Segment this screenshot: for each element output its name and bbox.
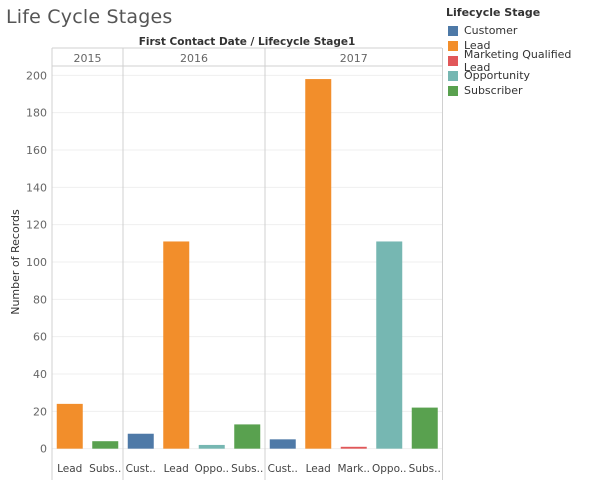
- y-tick-label: 180: [26, 107, 47, 120]
- chart-title: Life Cycle Stages: [6, 6, 173, 28]
- bar-subscriber[interactable]: [411, 407, 438, 449]
- y-tick-label: 100: [26, 256, 47, 269]
- year-label: 2017: [340, 52, 368, 65]
- year-label: 2015: [74, 52, 102, 65]
- bar-marketing-qualified-lead[interactable]: [340, 446, 367, 449]
- header-title: First Contact Date / Lifecycle Stage1: [139, 36, 356, 48]
- y-tick-label: 40: [33, 368, 47, 381]
- legend-swatch: [448, 40, 458, 51]
- y-tick-label: 200: [26, 69, 47, 82]
- legend-label: Customer: [464, 24, 518, 37]
- bar-lead[interactable]: [56, 403, 83, 449]
- legend: Lifecycle Stage Customer Lead Marketing Qu…: [446, 6, 600, 98]
- x-tick-label: Subs..: [409, 463, 441, 475]
- y-tick-label: 160: [26, 144, 47, 157]
- legend-swatch: [448, 70, 458, 81]
- y-tick-label: 80: [33, 293, 47, 306]
- bar-lead[interactable]: [305, 79, 332, 449]
- year-label: 2016: [180, 52, 208, 65]
- x-tick-label: Cust..: [126, 463, 156, 475]
- x-tick-label: Oppo..: [194, 463, 229, 475]
- y-tick-label: 0: [40, 443, 47, 456]
- y-tick-label: 60: [33, 331, 47, 344]
- bar-opportunity[interactable]: [376, 241, 403, 449]
- legend-item[interactable]: Marketing Qualified Lead: [446, 48, 600, 74]
- x-tick-label: Oppo..: [372, 463, 407, 475]
- x-tick-label: Mark..: [337, 463, 370, 475]
- bar-customer[interactable]: [127, 433, 154, 449]
- x-tick-label: Subs..: [89, 463, 121, 475]
- legend-swatch: [448, 25, 458, 36]
- legend-label: Subscriber: [464, 84, 523, 97]
- bar-lead[interactable]: [163, 241, 190, 449]
- bar-subscriber[interactable]: [92, 441, 119, 449]
- bar-opportunity[interactable]: [198, 444, 225, 449]
- legend-swatch: [448, 85, 458, 96]
- y-tick-label: 140: [26, 181, 47, 194]
- legend-item[interactable]: Customer: [446, 23, 600, 38]
- bar-subscriber[interactable]: [234, 424, 261, 449]
- y-tick-label: 120: [26, 219, 47, 232]
- legend-items: Customer Lead Marketing Qualified Lead Oppo…: [446, 23, 600, 98]
- x-tick-label: Lead: [306, 463, 331, 475]
- legend-item[interactable]: Opportunity: [446, 68, 600, 83]
- legend-item[interactable]: Lead: [446, 38, 600, 53]
- x-tick-label: Subs..: [231, 463, 263, 475]
- legend-label: Lead: [464, 39, 491, 52]
- x-tick-label: Lead: [164, 463, 189, 475]
- x-tick-label: Cust..: [268, 463, 298, 475]
- legend-item[interactable]: Subscriber: [446, 83, 600, 98]
- legend-label: Marketing Qualified Lead: [463, 47, 572, 74]
- y-tick-label: 20: [33, 405, 47, 418]
- y-axis-label: Number of Records: [9, 209, 22, 315]
- legend-label: Opportunity: [464, 69, 531, 82]
- legend-swatch: [448, 55, 458, 66]
- bar-customer[interactable]: [269, 439, 296, 449]
- legend-title: Lifecycle Stage: [446, 6, 541, 19]
- x-tick-label: Lead: [57, 463, 82, 475]
